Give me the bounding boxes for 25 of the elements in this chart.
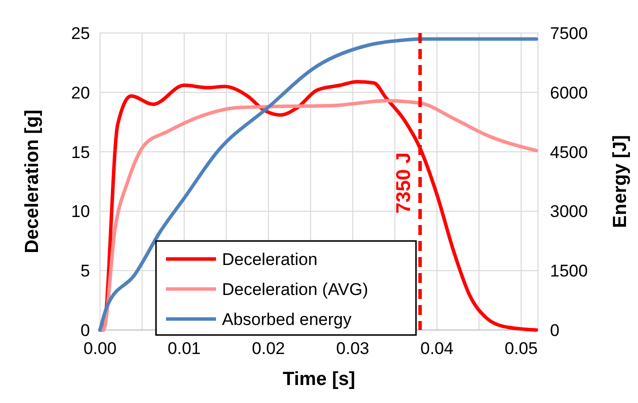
x-tick-label: 0.01 [168, 339, 201, 358]
y2-axis-title: Energy [J] [610, 135, 631, 228]
x-tick-label: 0.04 [420, 339, 454, 358]
x-tick-label: 0.02 [252, 339, 286, 358]
y-tick-label: 25 [71, 24, 90, 43]
y-tick-label: 0 [80, 321, 90, 340]
y2-tick-label: 1500 [550, 262, 588, 281]
x-tick-label: 0.03 [336, 339, 370, 358]
legend-label: Deceleration (AVG) [222, 280, 368, 299]
y-tick-label: 10 [71, 202, 90, 222]
y-tick-label: 15 [71, 142, 90, 162]
y2-tick-label: 7500 [550, 24, 588, 43]
legend-label: Deceleration [222, 250, 318, 269]
x-tick-label: 0.05 [504, 339, 538, 358]
y2-tick-label: 4500 [550, 142, 588, 162]
ref-line-label: 7350 J [393, 152, 416, 214]
y-axis-title: Deceleration [g] [22, 110, 43, 254]
y-tick-label: 20 [71, 83, 90, 102]
x-tick-label: 0.00 [83, 339, 117, 358]
legend-label: Absorbed energy [222, 310, 352, 329]
y2-tick-label: 6000 [550, 83, 588, 102]
x-axis-title: Time [s] [282, 369, 356, 390]
y-tick-label: 5 [80, 262, 90, 281]
y2-tick-label: 0 [550, 321, 560, 340]
y2-tick-label: 3000 [550, 202, 588, 222]
